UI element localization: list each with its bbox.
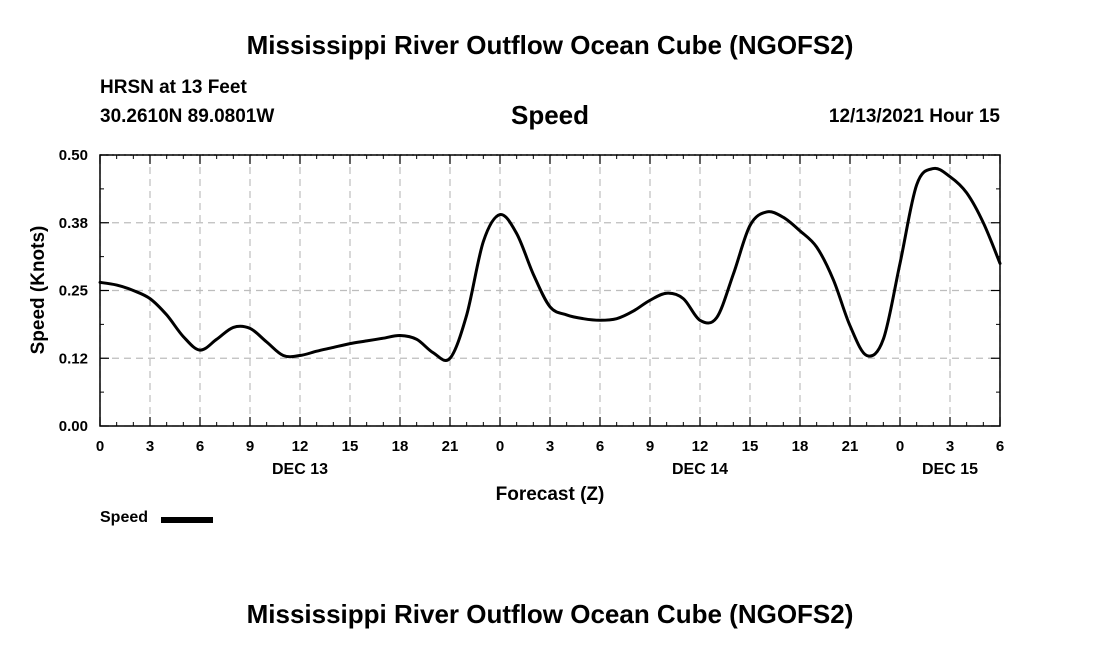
x-tick-label: 3 — [946, 438, 954, 455]
timestamp-label: 12/13/2021 Hour 15 — [828, 106, 1000, 127]
x-tick-label: 15 — [342, 438, 359, 455]
x-axis-label: Forecast (Z) — [496, 484, 605, 505]
ticks — [99, 154, 1001, 427]
x-tick-label: 3 — [546, 438, 554, 455]
day-label: DEC 13 — [272, 461, 328, 478]
x-tick-label: 9 — [646, 438, 654, 455]
y-tick-label: 0.25 — [59, 283, 88, 300]
x-tick-label: 0 — [496, 438, 504, 455]
x-tick-label: 3 — [146, 438, 154, 455]
tick-labels: 0 3 6 9 12 15 18 21 0 3 6 9 12 15 18 21 0 3 6 0.00 0.12 0.25 0… — [59, 147, 1004, 478]
day-label: DEC 14 — [672, 461, 728, 478]
x-tick-label: 0 — [96, 438, 104, 455]
x-tick-label: 21 — [842, 438, 859, 455]
footer-title: Mississippi River Outflow Ocean Cube (NG… — [246, 599, 854, 629]
y-tick-label: 0.12 — [59, 350, 88, 367]
x-tick-label: 15 — [742, 438, 759, 455]
x-tick-label: 6 — [996, 438, 1004, 455]
y-tick-label: 0.00 — [59, 418, 88, 435]
x-tick-label: 21 — [442, 438, 459, 455]
x-tick-label: 12 — [292, 438, 309, 455]
station-label: HRSN at 13 Feet — [100, 77, 247, 98]
x-tick-label: 0 — [896, 438, 904, 455]
grid — [99, 154, 1001, 427]
legend-swatch — [161, 517, 213, 523]
y-axis-label: Speed (Knots) — [28, 226, 49, 355]
chart-title: Mississippi River Outflow Ocean Cube (NG… — [246, 30, 854, 60]
speed-series-line — [98, 166, 1002, 363]
legend-label: Speed — [100, 509, 149, 526]
chart-subtitle: Speed — [510, 100, 590, 130]
x-tick-label: 18 — [792, 438, 809, 455]
x-tick-label: 6 — [596, 438, 604, 455]
x-tick-label: 12 — [692, 438, 709, 455]
x-tick-label: 9 — [246, 438, 254, 455]
y-tick-label: 0.38 — [59, 215, 88, 232]
x-tick-label: 18 — [392, 438, 409, 455]
coordinates-label: 30.2610N 89.0801W — [100, 106, 275, 127]
day-label: DEC 15 — [922, 461, 978, 478]
x-tick-label: 6 — [196, 438, 204, 455]
y-tick-label: 0.50 — [59, 147, 88, 164]
